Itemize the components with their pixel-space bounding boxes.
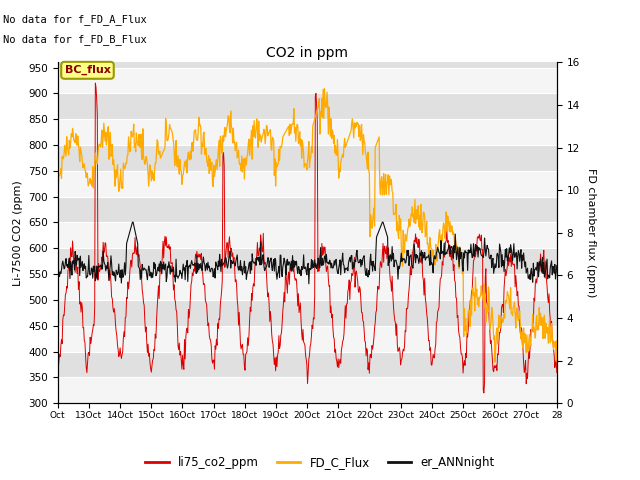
Bar (58, 197, 557, 222)
Y-axis label: Li-7500 CO2 (ppm): Li-7500 CO2 (ppm) (13, 180, 22, 286)
Bar (58, 222, 557, 248)
Bar (58, 274, 557, 300)
Bar (58, 119, 557, 145)
Text: No data for f_FD_A_Flux: No data for f_FD_A_Flux (3, 14, 147, 25)
Bar (58, 68, 557, 94)
Bar (58, 326, 557, 351)
Bar (58, 351, 557, 377)
Bar (58, 248, 557, 274)
Bar (58, 94, 557, 119)
Y-axis label: FD chamber flux (ppm): FD chamber flux (ppm) (586, 168, 596, 298)
Bar (58, 377, 557, 403)
Bar (58, 171, 557, 197)
Legend: li75_co2_ppm, FD_C_Flux, er_ANNnight: li75_co2_ppm, FD_C_Flux, er_ANNnight (140, 452, 500, 474)
Text: BC_flux: BC_flux (65, 65, 111, 75)
Title: CO2 in ppm: CO2 in ppm (266, 46, 348, 60)
Bar (58, 300, 557, 326)
Text: No data for f_FD_B_Flux: No data for f_FD_B_Flux (3, 34, 147, 45)
Bar (58, 145, 557, 171)
